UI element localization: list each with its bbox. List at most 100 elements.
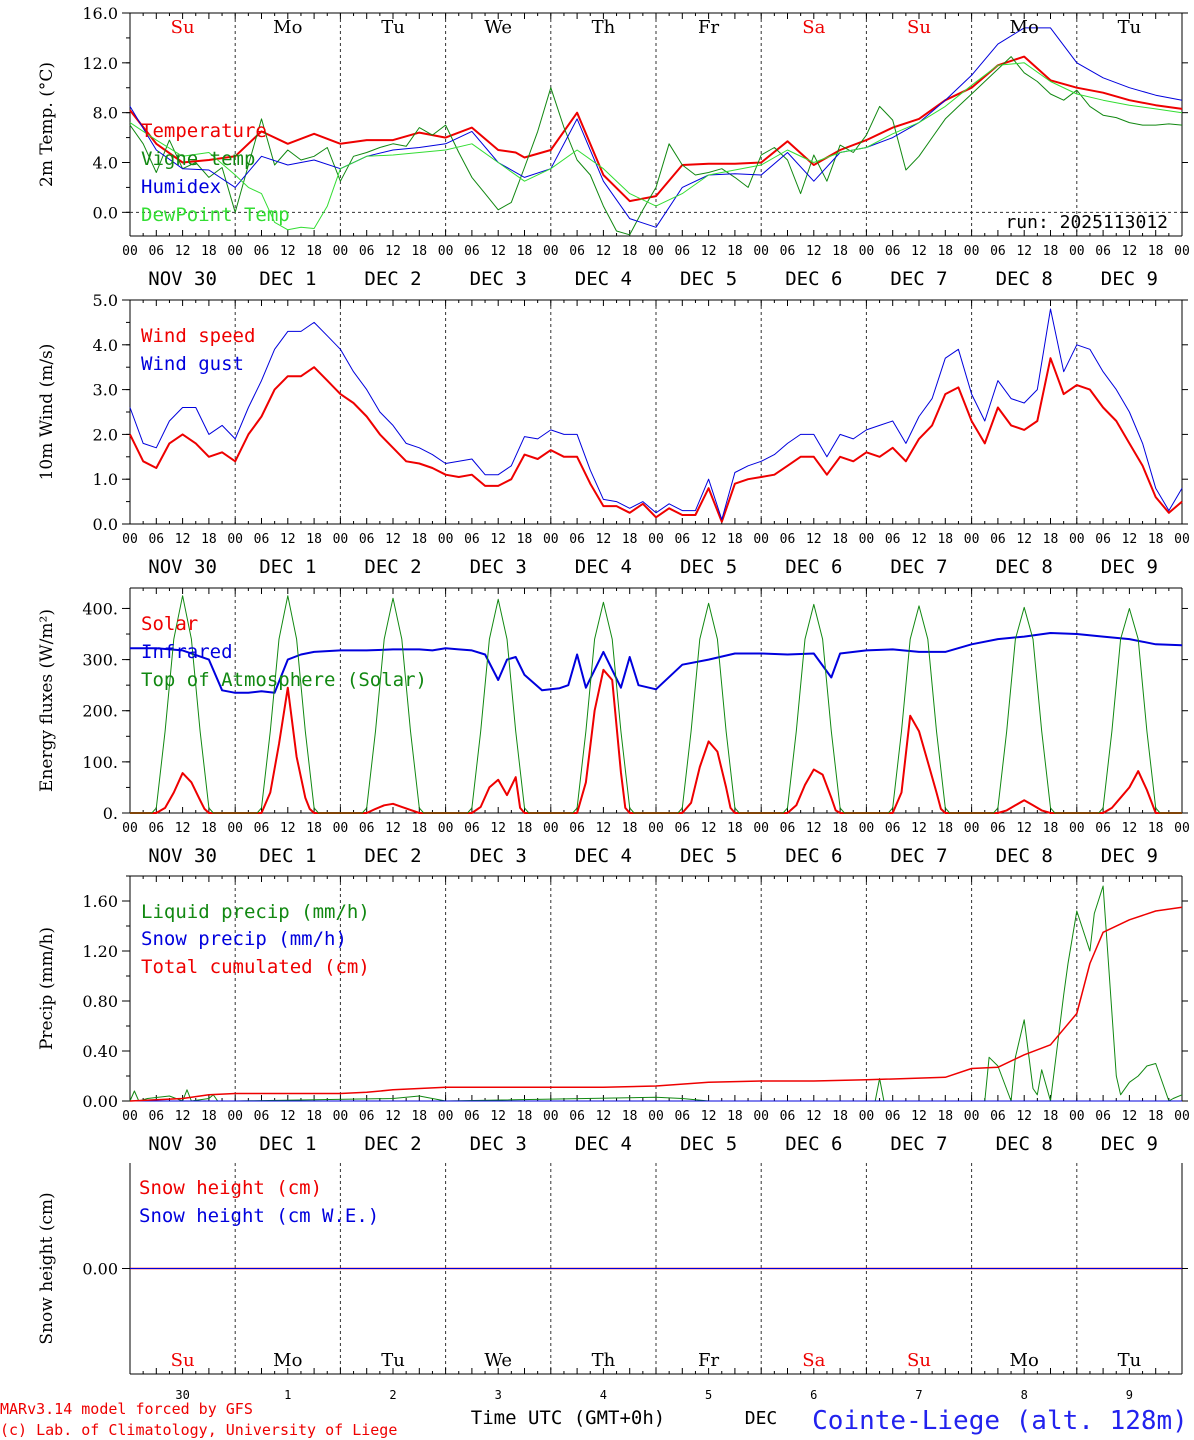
date-label: DEC 1 (259, 268, 316, 290)
date-label: DEC 6 (785, 268, 842, 290)
hour-label: 18 (622, 244, 638, 259)
date-label: DEC 1 (259, 1133, 316, 1155)
hour-label: 06 (1095, 1109, 1111, 1124)
hour-label: 18 (622, 532, 638, 547)
hour-label: 00 (964, 821, 980, 836)
hour-label: 06 (254, 532, 270, 547)
y-tick-label: 400. (82, 599, 118, 618)
hour-label: 18 (411, 821, 427, 836)
date-label: DEC 4 (575, 1133, 632, 1155)
hour-label: 06 (359, 1109, 375, 1124)
series-energy-2 (130, 595, 1182, 814)
hour-label: 06 (148, 532, 164, 547)
hour-label: 06 (674, 821, 690, 836)
hour-label: 18 (517, 532, 533, 547)
day-name-bottom: We (484, 1350, 512, 1371)
hour-label: 06 (569, 532, 585, 547)
hour-label: 18 (306, 244, 322, 259)
date-label: DEC 7 (890, 268, 947, 290)
hour-label: 12 (701, 532, 717, 547)
hour-label: 12 (175, 821, 191, 836)
hour-label: 12 (490, 821, 506, 836)
hour-label: 00 (1174, 1109, 1190, 1124)
date-label: DEC 9 (1101, 268, 1158, 290)
day-number-label: 4 (600, 1388, 607, 1402)
hour-label: 00 (122, 1109, 138, 1124)
day-name: Fr (698, 17, 719, 38)
day-name: Mo (1010, 17, 1039, 38)
y-axis-label: 2m Temp. (°C) (37, 62, 57, 187)
hour-label: 12 (701, 244, 717, 259)
legend-entry: Total cumulated (cm) (141, 956, 370, 978)
hour-label: 00 (122, 821, 138, 836)
month-label: DEC (745, 1408, 778, 1429)
hour-label: 06 (569, 244, 585, 259)
hour-label: 18 (622, 821, 638, 836)
day-number-label: 5 (705, 1388, 712, 1402)
hour-label: 18 (937, 244, 953, 259)
hour-label: 18 (517, 1109, 533, 1124)
hour-label: 18 (622, 1109, 638, 1124)
hour-label: 18 (201, 1109, 217, 1124)
hour-label: 18 (727, 821, 743, 836)
hour-label: 06 (885, 821, 901, 836)
hour-label: 00 (227, 244, 243, 259)
date-label: DEC 5 (680, 556, 737, 578)
hour-label: 00 (227, 1109, 243, 1124)
y-tick-label: 4.0 (93, 336, 118, 355)
y-tick-label: 0.80 (82, 992, 118, 1011)
hour-label: 06 (359, 532, 375, 547)
legend-entry: Solar (141, 613, 198, 635)
y-axis-label: Precip (mm/h) (37, 927, 57, 1050)
hour-label: 18 (727, 1109, 743, 1124)
day-name: Su (171, 17, 195, 38)
hour-label: 12 (806, 244, 822, 259)
day-name-bottom: Th (592, 1350, 616, 1371)
date-label: DEC 8 (996, 268, 1053, 290)
hour-label: 00 (438, 244, 454, 259)
hour-label: 06 (148, 821, 164, 836)
hour-label: 00 (438, 1109, 454, 1124)
hour-label: 18 (1043, 244, 1059, 259)
hour-label: 18 (1043, 532, 1059, 547)
hour-label: 18 (937, 1109, 953, 1124)
hour-label: 12 (385, 821, 401, 836)
hour-label: 06 (254, 821, 270, 836)
hour-label: 00 (333, 532, 349, 547)
hour-label: 00 (227, 532, 243, 547)
date-label: DEC 3 (470, 845, 527, 867)
day-name-bottom: Su (907, 1350, 931, 1371)
hour-label: 18 (411, 1109, 427, 1124)
hour-label: 18 (1043, 821, 1059, 836)
hour-label: 06 (464, 821, 480, 836)
hour-label: 00 (648, 1109, 664, 1124)
panel-energy: 0. 100. 200. 300. 400. Energy fluxes (W/m²) So… (37, 587, 1190, 867)
date-label: DEC 2 (364, 845, 421, 867)
hour-label: 00 (543, 244, 559, 259)
y-tick-label: 5.0 (93, 291, 118, 310)
run-label: run: 2025113012 (1005, 212, 1168, 233)
legend-entry: Temperature (141, 120, 267, 142)
hour-label: 12 (596, 821, 612, 836)
hour-label: 18 (727, 532, 743, 547)
hour-label: 00 (648, 532, 664, 547)
hour-label: 12 (1016, 244, 1032, 259)
hour-label: 18 (727, 244, 743, 259)
hour-label: 06 (990, 1109, 1006, 1124)
hour-label: 00 (859, 532, 875, 547)
hour-label: 06 (359, 821, 375, 836)
day-number-label: 3 (495, 1388, 502, 1402)
date-label: NOV 30 (148, 556, 217, 578)
hour-label: 06 (674, 244, 690, 259)
hour-label: 06 (569, 1109, 585, 1124)
hour-label: 00 (543, 1109, 559, 1124)
y-axis-label: Energy fluxes (W/m²) (37, 609, 57, 792)
hour-label: 12 (1016, 1109, 1032, 1124)
hour-label: 12 (1122, 821, 1138, 836)
hour-label: 06 (780, 532, 796, 547)
hour-label: 00 (1069, 821, 1085, 836)
series-precip-2 (129, 906, 1183, 1102)
hour-label: 12 (490, 532, 506, 547)
date-label: NOV 30 (148, 845, 217, 867)
hour-label: 12 (1122, 1109, 1138, 1124)
